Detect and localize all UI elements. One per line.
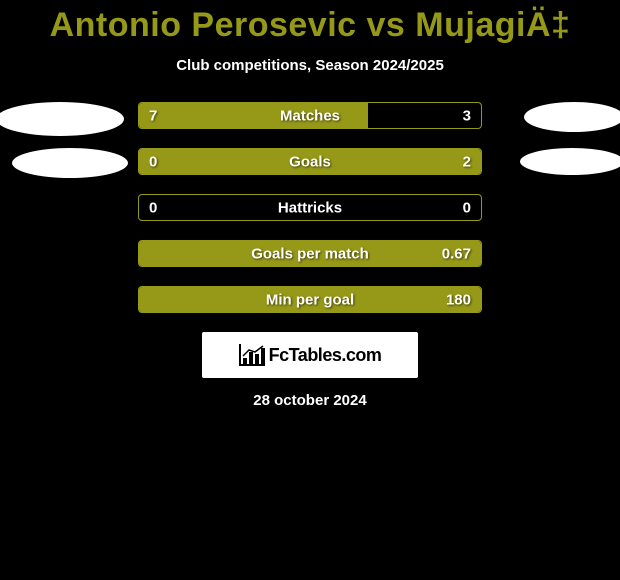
bar-label: Hattricks (278, 199, 342, 216)
logo-text: FcTables.com (269, 345, 382, 366)
value-right: 3 (463, 107, 471, 124)
page-title: Antonio Perosevic vs MujagiÄ‡ (0, 6, 620, 45)
value-left: 0 (149, 153, 157, 170)
bar-label: Min per goal (266, 291, 354, 308)
value-right: 180 (446, 291, 471, 308)
bar-min-per-goal: Min per goal 180 (138, 286, 482, 313)
value-right: 0.67 (442, 245, 471, 262)
value-right: 2 (463, 153, 471, 170)
bar-goals: 0 Goals 2 (138, 148, 482, 175)
bars-wrapper: 7 Matches 3 0 Goals 2 0 Hattricks 0 (138, 102, 482, 313)
value-left: 7 (149, 107, 157, 124)
comparison-card: Antonio Perosevic vs MujagiÄ‡ Club compe… (0, 0, 620, 409)
date-text: 28 october 2024 (0, 392, 620, 409)
bar-label: Matches (280, 107, 340, 124)
logo-inner: FcTables.com (239, 344, 382, 366)
logo-box[interactable]: FcTables.com (202, 332, 418, 378)
player-right-ellipse-2 (520, 148, 620, 175)
bar-matches: 7 Matches 3 (138, 102, 482, 129)
player-right-ellipse-1 (524, 102, 620, 132)
chart-area: 7 Matches 3 0 Goals 2 0 Hattricks 0 (0, 102, 620, 313)
bar-chart-icon (239, 344, 265, 366)
player-left-ellipse-1 (0, 102, 124, 136)
value-left: 0 (149, 199, 157, 216)
bar-hattricks: 0 Hattricks 0 (138, 194, 482, 221)
bar-goals-per-match: Goals per match 0.67 (138, 240, 482, 267)
player-left-ellipse-2 (12, 148, 128, 178)
subtitle: Club competitions, Season 2024/2025 (0, 57, 620, 74)
bar-label: Goals per match (251, 245, 369, 262)
value-right: 0 (463, 199, 471, 216)
bar-label: Goals (289, 153, 331, 170)
